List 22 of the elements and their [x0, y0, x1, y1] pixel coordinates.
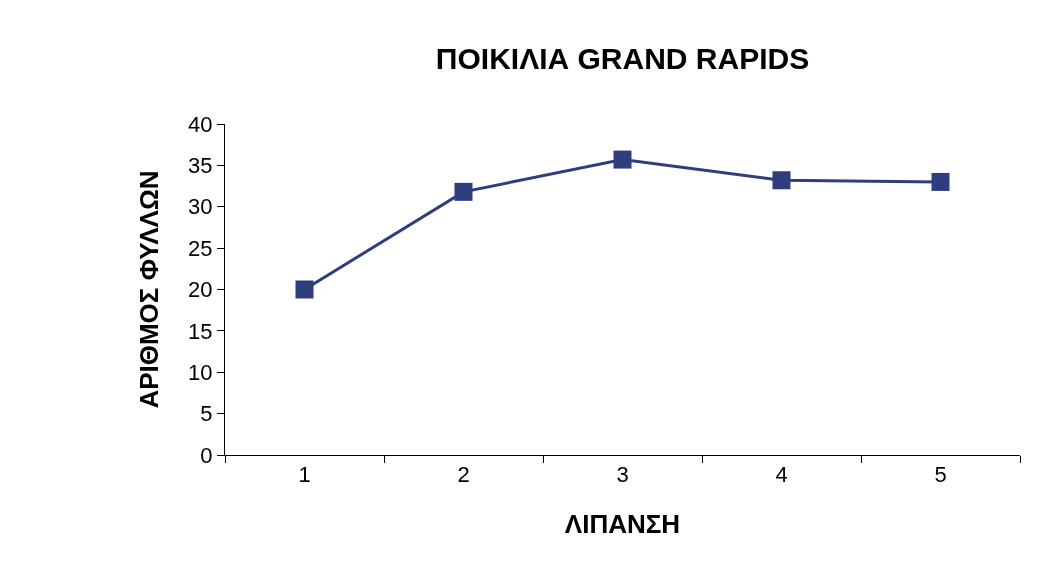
x-tick-label: 2 — [457, 462, 470, 488]
y-tick-label: 30 — [188, 194, 213, 220]
point — [454, 182, 473, 201]
x-tick-label: 1 — [298, 462, 311, 488]
point — [613, 150, 632, 169]
chart-title: ΠΟΙΚΙΛΙΑ GRAND RAPIDS — [435, 41, 810, 75]
y-tick-label: 15 — [188, 318, 213, 344]
point — [295, 280, 314, 299]
y-axis-title: ΑΡΙΘΜΟΣ ΦΥΛΛΩΝ — [133, 170, 164, 409]
y-tick-label: 20 — [188, 277, 213, 303]
y-tick-label: 10 — [188, 359, 213, 385]
x-tick-label: 3 — [616, 462, 629, 488]
x-tick-label: 4 — [775, 462, 788, 488]
y-tick-label: 35 — [188, 153, 213, 179]
y-tick-label: 5 — [200, 401, 213, 427]
y-tick-label: 0 — [200, 442, 213, 468]
y-tick-label: 40 — [188, 111, 213, 137]
x-axis-title: ΛΙΠΑΝΣΗ — [564, 509, 681, 540]
x-tick-label: 5 — [934, 462, 947, 488]
point — [931, 172, 950, 191]
y-tick-label: 25 — [188, 235, 213, 261]
point — [772, 171, 791, 190]
